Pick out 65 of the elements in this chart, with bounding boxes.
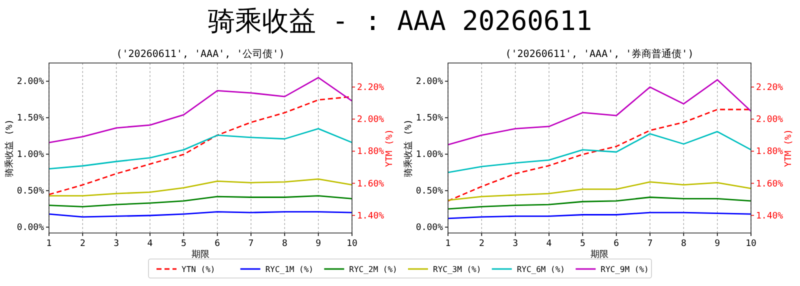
x-tick-label: 1	[46, 239, 52, 249]
line-series	[49, 128, 352, 170]
y2-tick-label: 2.20%	[357, 83, 385, 94]
x-tick-label: 7	[248, 239, 254, 249]
x-tick-label: 9	[316, 239, 322, 249]
y2-tick-label: 2.20%	[756, 83, 784, 94]
chart-title: ('20260611', 'AAA', '公司债')	[116, 48, 285, 60]
x-tick-label: 1	[445, 239, 451, 249]
y-tick-label: 0.50%	[416, 186, 444, 197]
y2-tick-label: 1.60%	[357, 179, 385, 190]
y-tick-label: 0.00%	[16, 223, 45, 234]
x-tick-label: 9	[714, 239, 720, 249]
line-series	[448, 130, 751, 174]
y2-tick-label: 1.40%	[357, 211, 385, 222]
y2-axis-title: YTM (%)	[385, 129, 395, 167]
x-tick-label: 3	[512, 239, 518, 249]
x-tick-label: 5	[180, 239, 186, 249]
y-tick-label: 1.50%	[16, 114, 45, 124]
y-tick-label: 1.00%	[16, 150, 45, 160]
legend-label: RYC_1M (%)	[265, 265, 314, 274]
line-series	[448, 79, 751, 146]
y-axis-title: 骑乘收益 (%)	[403, 119, 414, 177]
legend-label: RYC_6M (%)	[516, 265, 566, 274]
x-axis-title: 期限	[590, 249, 608, 260]
y-tick-label: 2.00%	[16, 77, 45, 88]
y-tick-label: 1.00%	[416, 150, 444, 160]
line-series	[448, 196, 751, 210]
y2-tick-label: 2.00%	[756, 115, 784, 126]
x-axis-title: 期限	[192, 249, 210, 260]
legend-label: RYC_3M (%)	[433, 265, 482, 274]
x-tick-label: 8	[680, 239, 686, 249]
x-tick-label: 3	[114, 239, 120, 249]
x-tick-label: 10	[346, 239, 358, 249]
x-tick-label: 8	[282, 239, 288, 249]
text: 骑乘收益 - : AAA 20260611	[208, 6, 592, 37]
y2-axis-title: YTM (%)	[784, 129, 794, 167]
x-tick-label: 2	[80, 239, 86, 249]
y2-tick-label: 2.00%	[357, 115, 385, 126]
chart-title: ('20260611', 'AAA', '券商普通债')	[505, 48, 694, 60]
x-tick-label: 6	[214, 239, 220, 249]
line-series	[448, 108, 751, 202]
y-tick-label: 0.50%	[16, 186, 45, 197]
x-tick-label: 2	[478, 239, 484, 249]
x-tick-label: 4	[147, 239, 153, 249]
line-series	[448, 181, 751, 201]
y2-tick-label: 1.80%	[756, 147, 784, 158]
legend-label: RYC_2M (%)	[349, 265, 398, 274]
y2-tick-label: 1.80%	[357, 147, 385, 158]
y2-tick-label: 1.40%	[756, 211, 784, 222]
y-tick-label: 1.50%	[416, 114, 444, 124]
x-tick-label: 5	[580, 239, 586, 249]
y-tick-label: 0.00%	[416, 223, 444, 234]
line-series	[49, 178, 352, 196]
x-tick-label: 7	[647, 239, 653, 249]
line-series	[49, 195, 352, 208]
y-axis-title: 骑乘收益 (%)	[4, 119, 15, 177]
x-tick-label: 10	[746, 239, 756, 249]
line-series	[49, 76, 352, 144]
legend-label: YTN (%)	[182, 265, 216, 274]
x-tick-label: 4	[546, 239, 552, 249]
line-series	[49, 96, 352, 196]
x-tick-label: 6	[614, 239, 620, 249]
y-tick-label: 2.00%	[416, 77, 444, 88]
y2-tick-label: 1.60%	[756, 179, 784, 190]
legend-label: RYC_9M (%)	[600, 265, 649, 274]
